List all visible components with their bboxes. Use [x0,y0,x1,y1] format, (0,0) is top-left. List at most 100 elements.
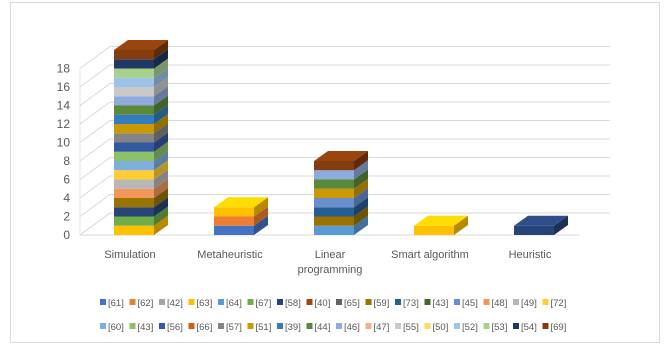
legend-label: [40] [315,298,331,309]
bar-face [214,225,254,235]
y-tick-label: 2 [63,210,70,224]
legend-item: [58] [277,298,301,309]
legend-item: [53] [483,322,507,333]
bar-face [114,207,154,217]
legend-label: [48] [492,298,508,309]
x-category-label: Heuristic [509,249,552,261]
legend-item: [64] [218,298,242,309]
bar-segment [114,123,168,143]
bar-segment [114,40,168,60]
bar-side [454,215,468,235]
legend-item: [39] [277,322,301,333]
bar-face [314,161,354,171]
legend-swatch [336,323,342,329]
bar-side [154,188,168,208]
x-category-label: Simulation [104,249,155,261]
bar-segment [114,132,168,152]
legend-label: [67] [256,298,272,309]
bar-segment [314,160,368,180]
gridline [79,83,610,106]
bar-face [214,207,254,217]
y-tick-label: 6 [63,173,70,187]
bar-side [354,215,368,235]
bar-segment [114,151,168,171]
bar-face [214,216,254,226]
bar-face [114,216,154,226]
legend-swatch [365,323,372,329]
bar-side [154,178,168,198]
bar-segment [114,160,168,180]
gridline [79,212,610,236]
bar-side [154,215,168,235]
bar-side [254,197,268,217]
legend-item: [43] [129,322,153,333]
bar-segment [314,215,368,235]
legend-label: [42] [167,298,183,309]
legend-swatch [129,299,136,305]
bars [114,40,568,235]
legend-swatch [513,299,519,305]
bar-side [554,215,568,235]
bar-segment [214,197,268,217]
legend-label: [52] [462,322,478,333]
bar-segment [114,114,168,134]
bar-top [114,40,168,50]
bar-face [314,170,354,180]
bar-side [354,160,368,180]
legend-swatch [483,299,490,305]
bar-face [314,179,354,189]
legend-label: [61] [108,298,124,309]
legend-item: [43] [424,298,448,309]
bar-face [114,151,154,161]
bar-segment [114,58,168,78]
bar-side [254,215,268,235]
bar-side [154,114,168,134]
bar-side [154,49,168,69]
legend-label: [45] [462,298,478,309]
legend-item: [40] [306,298,331,309]
bar-top [214,197,268,208]
bar-side [154,141,168,161]
bar-face [314,225,354,235]
bar-side [354,151,368,171]
legend-label: [51] [256,322,272,333]
legend-label: [39] [285,322,301,333]
bar-segment [214,215,268,235]
legend-swatch [483,323,490,329]
legend-swatch [100,299,106,305]
legend-item: [50] [424,322,448,333]
bar-segment [114,86,168,106]
bar-side [154,58,168,78]
gridlines [79,46,610,236]
legend-label: [54] [521,322,537,333]
bar-side [154,169,168,189]
legend-swatch [277,299,283,305]
bar-segment [314,197,368,217]
bar-side [154,95,168,115]
legend-label: [47] [374,322,390,333]
legend-swatch [424,299,431,305]
bar-face [114,142,154,152]
legend-swatch [336,299,342,305]
bar-segment [114,206,168,226]
y-tick-label: 8 [63,154,70,168]
bar-side [154,151,168,171]
legend-label: [55] [403,322,419,333]
bar-side [154,67,168,87]
legend-item: [45] [454,298,478,309]
bar-side [354,188,368,208]
y-tick-label: 16 [57,80,71,94]
legend-label: [65] [344,298,360,309]
bar-segment [514,215,568,235]
bar-face [114,77,154,87]
y-tick-label: 0 [63,228,70,242]
bar-face [114,114,154,124]
bar-side [154,86,168,106]
bar-face [114,68,154,78]
legend-label: [62] [138,298,154,309]
legend-item: [72] [542,298,566,309]
legend-label: [49] [521,298,537,309]
legend-item: [73] [395,298,419,309]
legend-item: [66] [188,322,212,333]
bar-face [514,225,554,235]
